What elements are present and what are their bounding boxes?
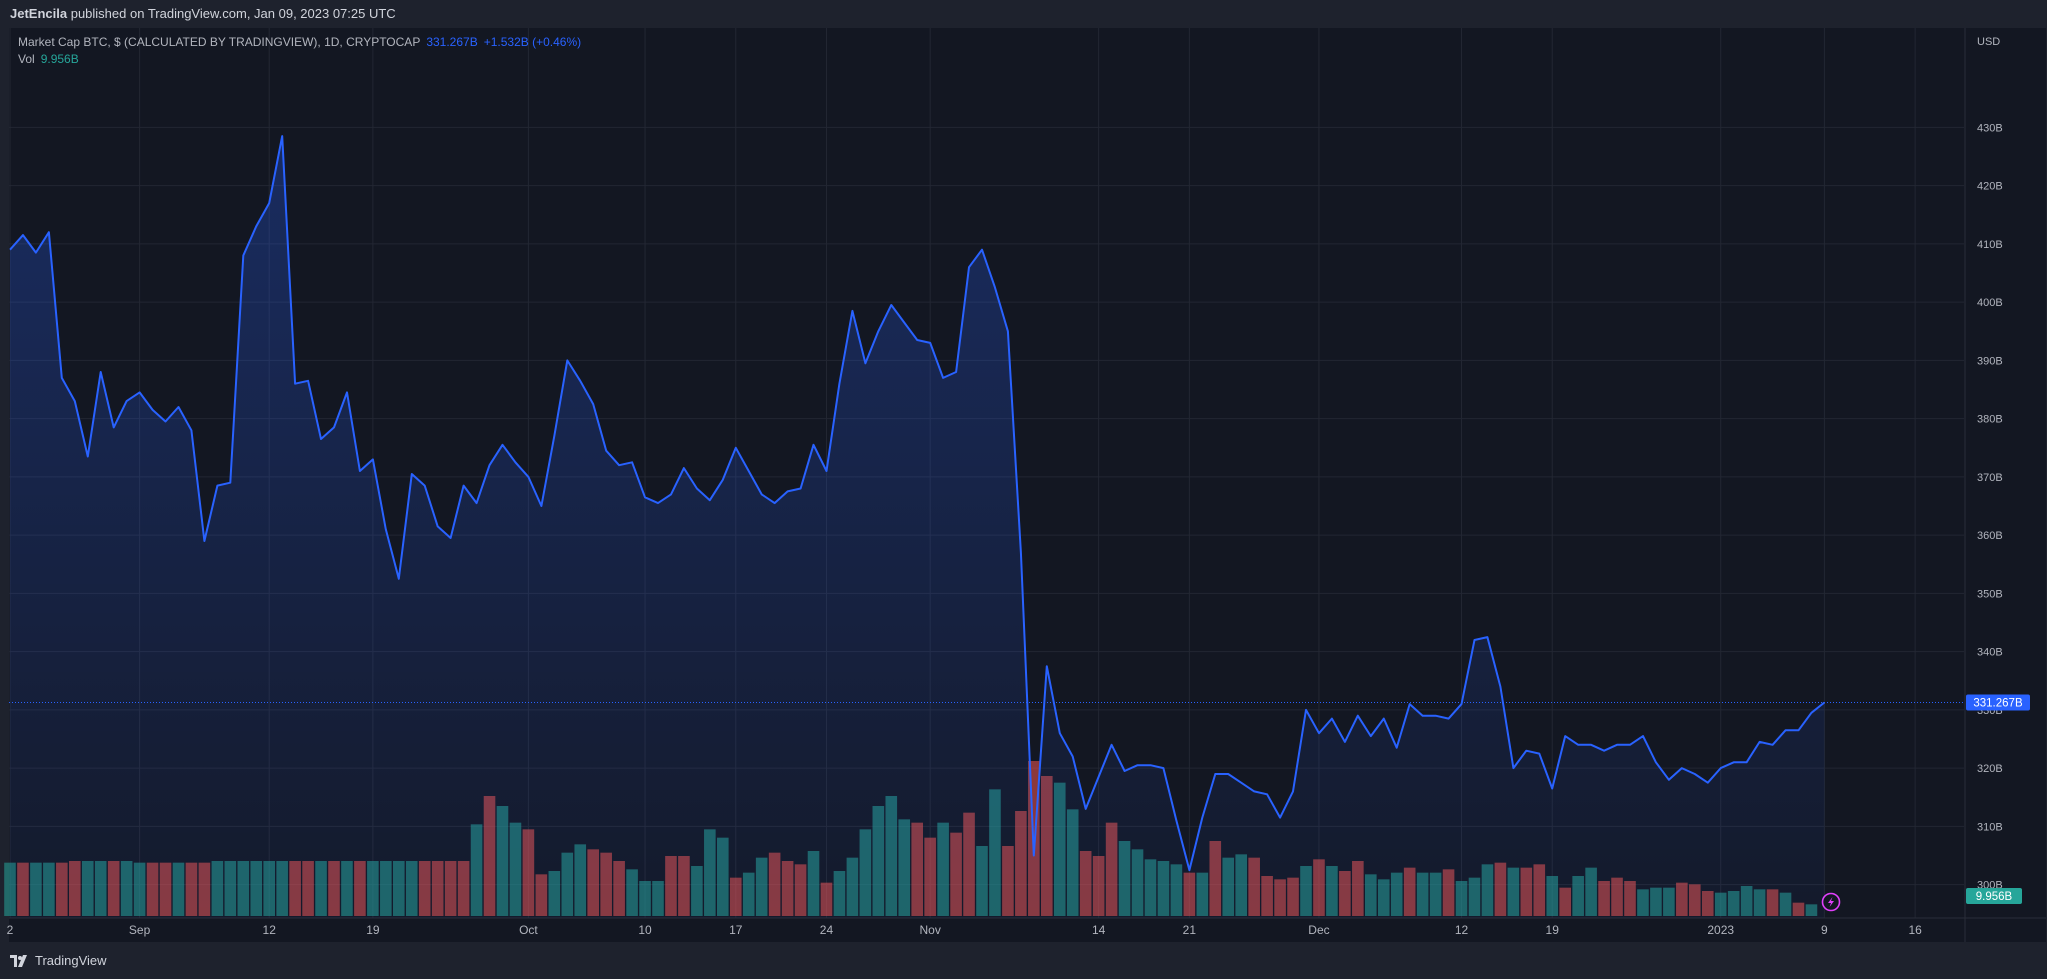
price-line (9, 135, 1826, 872)
published-text: published on TradingView.com, Jan 09, 20… (70, 6, 396, 21)
y-tick-label: 370B (1977, 472, 2003, 484)
x-tick-label: 9 (1821, 923, 1828, 937)
y-tick-label: 390B (1977, 355, 2003, 367)
x-tick-label: 2023 (1707, 923, 1734, 937)
x-tick-label: 10 (638, 923, 652, 937)
symbol-legend-row[interactable]: Market Cap BTC, $ (CALCULATED BY TRADING… (18, 34, 581, 51)
y-tick-label: 400B (1977, 297, 2003, 309)
currency-label: USD (1977, 36, 2000, 48)
last-price-badge: 331.267B (1966, 694, 2030, 711)
lightning-icon[interactable] (1821, 892, 1841, 912)
y-tick-label: 430B (1977, 122, 2003, 134)
y-tick-label: 350B (1977, 588, 2003, 600)
footer: TradingView (0, 942, 2047, 979)
x-tick-label: 12 (263, 923, 277, 937)
x-tick-label: Oct (519, 923, 538, 937)
symbol-title: Market Cap BTC, $ (CALCULATED BY TRADING… (18, 35, 421, 49)
price-area (10, 136, 1825, 919)
y-tick-label: 420B (1977, 181, 2003, 193)
time-axis[interactable]: 2 Sep 12 19 Oct 10 17 24 Nov 14 21 Dec 12 19 2023 9 16 (7, 923, 1922, 937)
chart-legend: Market Cap BTC, $ (CALCULATED BY TRADING… (18, 34, 581, 68)
y-tick-label: 360B (1977, 530, 2003, 542)
publish-header: JetEncila published on TradingView.com, … (0, 0, 2047, 28)
volume-badge-text: 9.956B (1976, 891, 2013, 903)
price-chart[interactable]: 300B310B320B330B340B350B360B370B380B390B… (0, 0, 2047, 942)
x-tick-label: Nov (919, 923, 940, 937)
x-tick-label: Dec (1308, 923, 1329, 937)
x-tick-label: 19 (1546, 923, 1560, 937)
volume-badge: 9.956B (1966, 888, 2022, 904)
x-tick-label: 19 (366, 923, 380, 937)
volume-value: 9.956B (40, 52, 79, 66)
y-tick-label: 410B (1977, 239, 2003, 251)
tradingview-logo[interactable]: TradingView (10, 942, 107, 979)
last-value: 331.267B (426, 35, 478, 49)
x-tick-label: 12 (1455, 923, 1469, 937)
tradingview-brand: TradingView (35, 953, 107, 968)
y-tick-label: 340B (1977, 647, 2003, 659)
change-value: +1.532B (+0.46%) (483, 35, 582, 49)
x-tick-label: 2 (7, 923, 14, 937)
x-tick-label: 16 (1908, 923, 1922, 937)
x-tick-label: Sep (129, 923, 151, 937)
volume-legend-row[interactable]: Vol 9.956B (18, 51, 581, 68)
tradingview-icon (10, 954, 27, 967)
last-price-badge-text: 331.267B (1973, 697, 2023, 709)
author-name[interactable]: JetEncila (10, 6, 68, 21)
x-tick-label: 17 (729, 923, 743, 937)
price-axis[interactable]: 300B310B320B330B340B350B360B370B380B390B… (1977, 122, 2003, 891)
y-tick-label: 380B (1977, 414, 2003, 426)
volume-label: Vol (18, 52, 35, 66)
x-tick-label: 24 (820, 923, 834, 937)
y-tick-label: 320B (1977, 763, 2003, 775)
x-tick-label: 14 (1092, 923, 1106, 937)
y-tick-label: 310B (1977, 821, 2003, 833)
x-tick-label: 21 (1183, 923, 1197, 937)
